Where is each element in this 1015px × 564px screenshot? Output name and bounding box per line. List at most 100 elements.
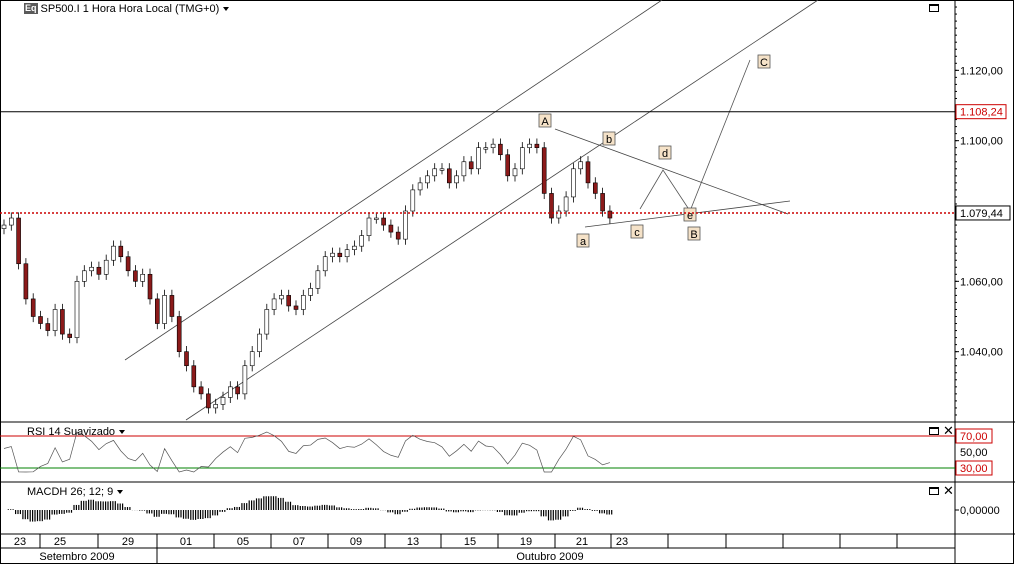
- candle-body: [213, 404, 218, 409]
- candle-body: [468, 161, 474, 170]
- chevron-down-icon[interactable]: [117, 490, 124, 495]
- candle-body: [38, 316, 43, 324]
- candle-body: [534, 143, 540, 149]
- wave-label: B: [690, 229, 697, 241]
- candle-body: [198, 386, 204, 395]
- candle-body: [527, 143, 532, 149]
- candle-body: [89, 266, 94, 272]
- date-tick-label: 25: [54, 536, 66, 548]
- candle-body: [82, 270, 87, 282]
- candle-body: [519, 147, 525, 170]
- candle-body: [395, 231, 401, 240]
- maximize-icon[interactable]: [929, 427, 939, 435]
- candle-body: [476, 147, 481, 170]
- candle-body: [169, 295, 175, 317]
- candle-body: [403, 210, 408, 240]
- candle-body: [330, 252, 335, 258]
- wave-label-box: [687, 226, 701, 241]
- wave-label: C: [760, 57, 768, 69]
- candle-body: [432, 168, 438, 177]
- chart-title[interactable]: Eq SP500.I 1 Hora Hora Local (TMG+0): [24, 3, 230, 15]
- date-tick-label: 05: [237, 536, 249, 548]
- candle-body: [373, 217, 379, 220]
- date-tick-label: 23: [616, 536, 628, 548]
- maximize-icon[interactable]: [929, 487, 939, 495]
- wave-label: d: [662, 148, 668, 160]
- rsi-title-text: RSI 14 Suavizado: [27, 426, 116, 438]
- trend-channel-lines: [124, 0, 819, 421]
- candle-body: [315, 270, 321, 289]
- rsi-title[interactable]: RSI 14 Suavizado: [27, 426, 126, 438]
- candle-body: [125, 256, 131, 272]
- candle-body: [571, 168, 576, 198]
- candle-body: [578, 161, 584, 170]
- candle-body: [162, 295, 167, 324]
- candle-body: [147, 273, 153, 300]
- wave-label-box: [683, 207, 697, 222]
- close-icon[interactable]: ✕: [943, 424, 954, 439]
- candle-body: [1, 224, 7, 229]
- candle-body: [490, 143, 496, 149]
- candle-body: [271, 298, 277, 310]
- wave-label-box: [602, 131, 616, 146]
- candle-body: [235, 386, 240, 395]
- wave-label: c: [634, 227, 640, 239]
- channel-lower: [185, 0, 819, 421]
- candle-body: [322, 256, 328, 272]
- wave-label-box: [576, 233, 590, 248]
- rsi-level-box: [955, 460, 993, 476]
- date-tick-label: 13: [407, 536, 419, 548]
- chevron-down-icon[interactable]: [119, 430, 126, 435]
- candle-body: [16, 217, 21, 265]
- candle-body: [498, 143, 503, 156]
- current-price-box: [955, 205, 1011, 221]
- date-tick-label: 01: [180, 536, 192, 548]
- chevron-down-icon[interactable]: [223, 7, 230, 12]
- date-tick-label: 29: [122, 536, 134, 548]
- candle-body: [352, 245, 357, 250]
- instrument-icon: Eq: [24, 3, 38, 14]
- candle-body: [308, 288, 313, 296]
- candle-body: [228, 386, 233, 398]
- candle-body: [439, 168, 445, 171]
- channel-upper: [124, 0, 663, 361]
- candle-body: [446, 168, 452, 184]
- candle-body: [344, 249, 350, 258]
- candle-body: [286, 295, 292, 307]
- candle-body: [585, 161, 591, 184]
- candle-body: [249, 351, 255, 367]
- candle-body: [417, 182, 423, 191]
- wave-label-box: [757, 54, 771, 69]
- wave-label: e: [687, 210, 693, 222]
- resistance-label: 1.108,24: [960, 107, 1003, 119]
- candle-body: [556, 210, 562, 219]
- candlestick-series: [1, 138, 613, 414]
- candle-body: [206, 393, 211, 409]
- date-tick-label: 07: [293, 536, 305, 548]
- candle-body: [366, 217, 372, 236]
- macd-title[interactable]: MACDH 26; 12; 9: [27, 486, 124, 498]
- candle-body: [140, 273, 145, 282]
- close-icon[interactable]: ✕: [943, 484, 954, 499]
- macd-zero-label: 0,00000: [960, 505, 1000, 517]
- candle-body: [74, 281, 80, 338]
- candle-body: [293, 305, 299, 310]
- candle-body: [512, 168, 518, 177]
- candle-body: [381, 217, 386, 226]
- candle-body: [359, 235, 365, 247]
- candle-body: [242, 365, 248, 395]
- candle-body: [549, 193, 554, 219]
- candle-body: [184, 351, 189, 367]
- candle-body: [279, 295, 284, 300]
- rsi-series: 70,00 50,00 30,00: [0, 428, 993, 476]
- candle-body: [300, 295, 306, 310]
- wave-label: a: [580, 236, 587, 248]
- chart-title-text: SP500.I 1 Hora Hora Local (TMG+0): [40, 3, 220, 15]
- wave-annotations: Ab d Ca c eB: [538, 54, 771, 248]
- candle-body: [176, 316, 182, 352]
- maximize-icon[interactable]: [929, 4, 939, 12]
- date-tick-label: 23: [14, 536, 26, 548]
- date-tick-label: 15: [464, 536, 476, 548]
- candle-body: [52, 309, 58, 331]
